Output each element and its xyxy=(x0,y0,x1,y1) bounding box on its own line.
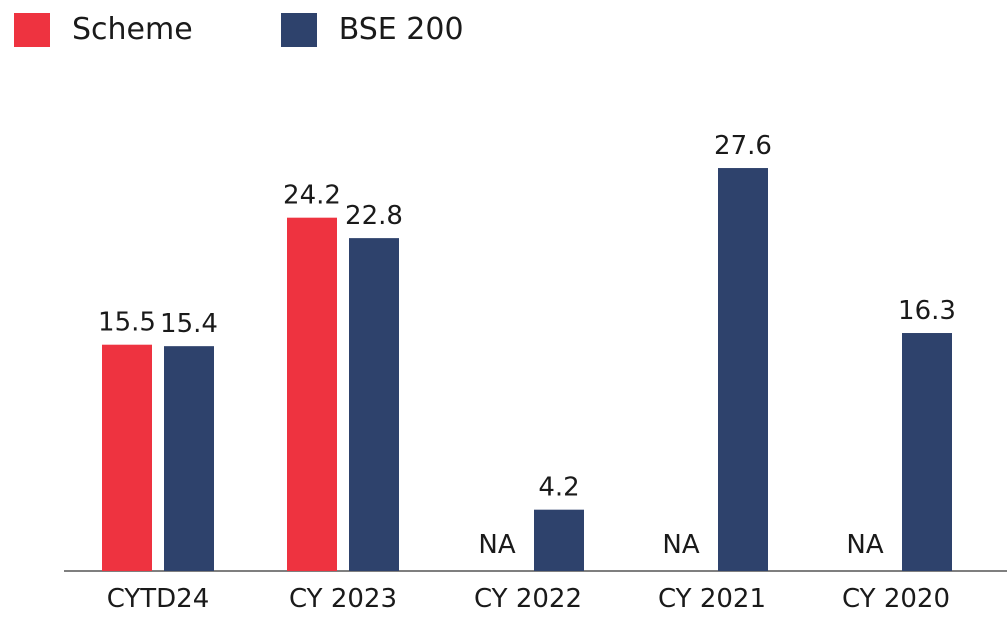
data-label-scheme-cy-2021: NA xyxy=(662,530,699,560)
data-label-bse-200-cy-2023: 22.8 xyxy=(345,201,403,231)
x-tick-label: CY 2023 xyxy=(289,584,397,614)
data-label-bse-200-cytd24: 15.4 xyxy=(160,309,218,339)
bar-bse-200-cytd24 xyxy=(164,346,214,571)
legend-item-bse-200: BSE 200 xyxy=(280,12,464,47)
x-tick-label: CY 2020 xyxy=(842,584,950,614)
bar-scheme-cytd24 xyxy=(102,344,152,571)
legend-item-scheme: Scheme xyxy=(14,12,193,47)
data-label-bse-200-cy-2020: 16.3 xyxy=(898,296,956,326)
data-label-scheme-cy-2023: 24.2 xyxy=(283,181,341,211)
data-label-bse-200-cy-2021: 27.6 xyxy=(714,131,772,161)
bar-bse-200-cy-2022 xyxy=(534,509,584,571)
bar-bse-200-cy-2021 xyxy=(718,168,768,572)
bar-bse-200-cy-2020 xyxy=(902,333,952,571)
x-tick-label: CY 2021 xyxy=(658,584,766,614)
legend-label-bse-200: BSE 200 xyxy=(338,12,464,47)
data-label-scheme-cy-2020: NA xyxy=(846,530,883,560)
legend-label-scheme: Scheme xyxy=(72,12,193,47)
data-label-bse-200-cy-2022: 4.2 xyxy=(538,473,579,503)
legend-swatch-bse-200 xyxy=(280,12,317,47)
bar-scheme-cy-2023 xyxy=(287,217,337,571)
x-tick-label: CYTD24 xyxy=(107,584,210,614)
data-label-scheme-cytd24: 15.5 xyxy=(98,308,156,338)
data-label-scheme-cy-2022: NA xyxy=(478,530,515,560)
bar-bse-200-cy-2023 xyxy=(349,238,399,571)
legend: Scheme BSE 200 xyxy=(14,12,552,47)
x-tick-label: CY 2022 xyxy=(474,584,582,614)
legend-swatch-scheme xyxy=(14,12,50,47)
